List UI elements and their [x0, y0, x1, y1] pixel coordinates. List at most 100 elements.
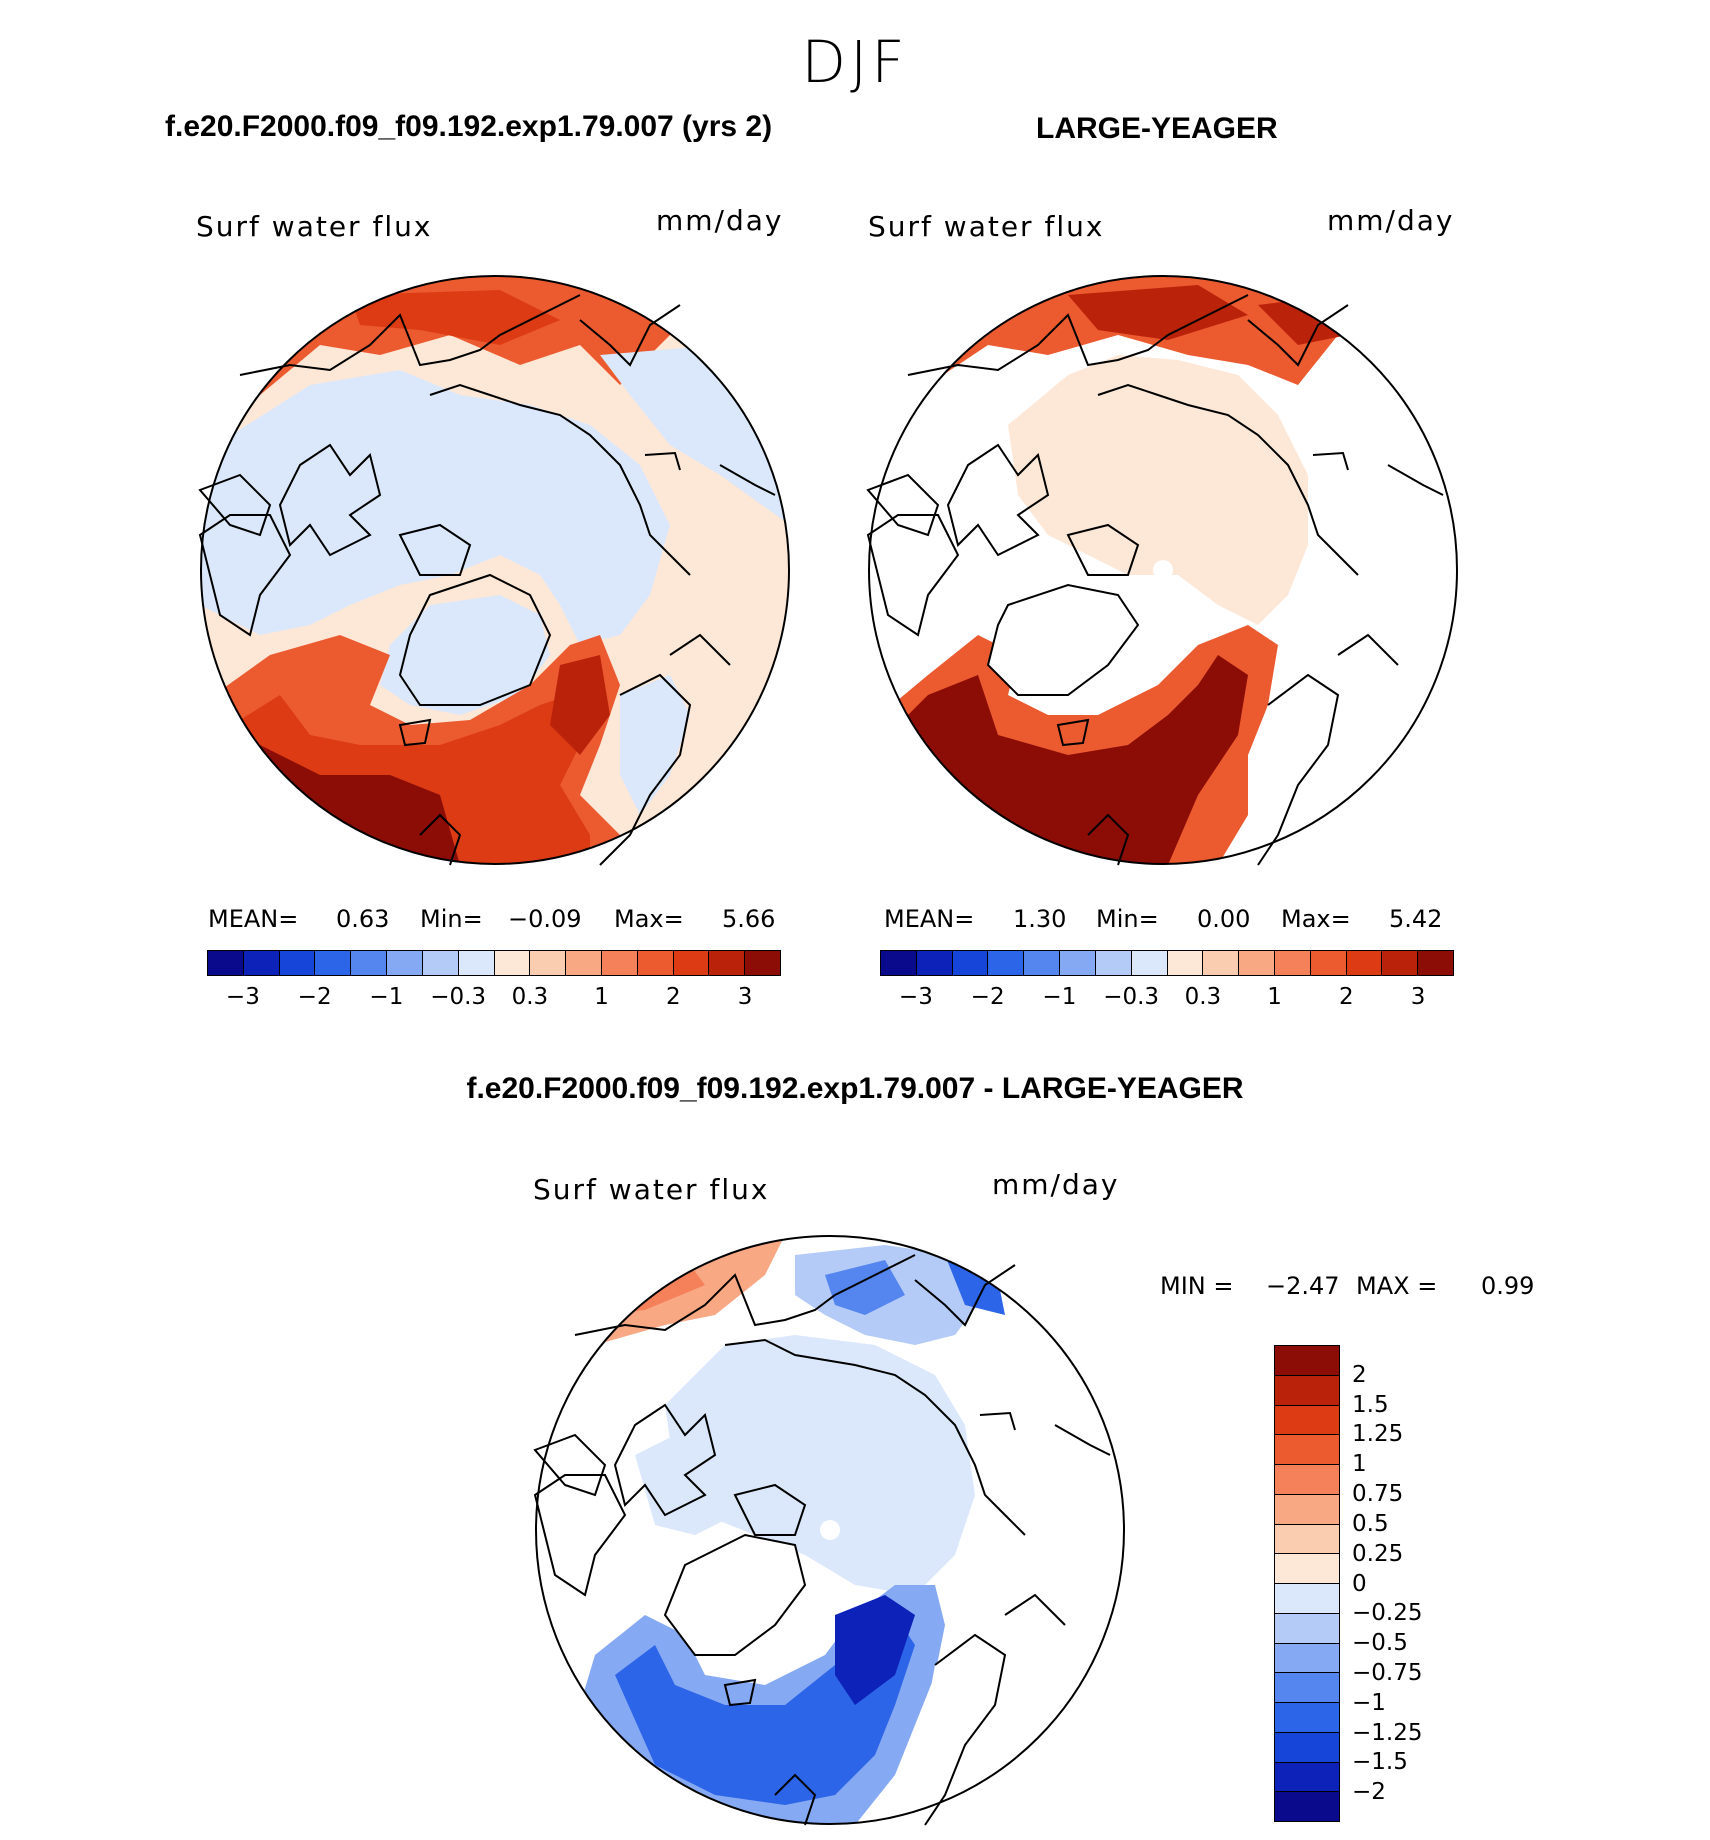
colorbar-swatch [1275, 1732, 1339, 1763]
colorbar-swatch [1024, 951, 1061, 975]
colorbar-swatch [1275, 1673, 1339, 1703]
max-label-left: Max= [614, 905, 684, 933]
colorbar-swatch [709, 951, 746, 975]
min-label-diff: MIN = [1160, 1272, 1234, 1300]
variable-label-left: Surf water flux [196, 210, 433, 243]
colorbar-tick-label: −2 [297, 984, 332, 1010]
min-value-diff: −2.47 [1266, 1272, 1340, 1300]
colorbar-swatch [458, 951, 495, 975]
colorbar-right [880, 950, 1454, 976]
colorbar-swatch [1274, 951, 1311, 975]
colorbar-tick-label: 1 [1267, 984, 1282, 1010]
colorbar-tick-label: −3 [898, 984, 933, 1010]
min-label-left: Min= [420, 905, 483, 933]
colorbar-swatch [1275, 1703, 1339, 1733]
colorbar-swatch [1346, 951, 1383, 975]
units-label-left: mm/day [656, 204, 784, 237]
max-label-diff: MAX = [1356, 1272, 1438, 1300]
colorbar-swatch [1275, 1554, 1339, 1584]
colorbar-tick-label: −1 [1042, 984, 1077, 1010]
colorbar-tick-label: 2 [1352, 1361, 1367, 1388]
colorbar-tick-label: 1 [594, 984, 609, 1010]
colorbar-tick-label: −1 [369, 984, 404, 1010]
colorbar-swatch [1131, 951, 1168, 975]
colorbar-swatch [637, 951, 674, 975]
colorbar-swatch [530, 951, 567, 975]
colorbar-tick-label: 2 [1339, 984, 1354, 1010]
colorbar-tick-label: 0 [1352, 1570, 1367, 1597]
case-title-right: LARGE-YEAGER [1036, 112, 1278, 145]
colorbar-tick-label: 1.5 [1352, 1391, 1389, 1418]
colorbar-swatch [673, 951, 710, 975]
colorbar-tick-label: −1.5 [1352, 1749, 1408, 1776]
colorbar-swatch [601, 951, 638, 975]
mean-label-left: MEAN= [208, 905, 299, 933]
polar-map-right [866, 275, 1458, 866]
colorbar-tick-label: 2 [666, 984, 681, 1010]
colorbar-tick-label: 0.3 [1184, 984, 1222, 1010]
colorbar-swatch [988, 951, 1025, 975]
colorbar-swatch [1275, 1494, 1339, 1525]
variable-label-right: Surf water flux [868, 210, 1105, 243]
colorbar-difference [1274, 1345, 1340, 1822]
min-value-left: −0.09 [508, 905, 582, 933]
colorbar-swatch [916, 951, 953, 975]
colorbar-swatch [315, 951, 352, 975]
colorbar-swatch [952, 951, 989, 975]
colorbar-swatch [1275, 1375, 1339, 1406]
colorbar-swatch [1060, 951, 1096, 975]
colorbar-tick-label: −0.3 [430, 984, 487, 1010]
colorbar-tick-label: −2 [1352, 1779, 1386, 1806]
colorbar-swatch [1167, 951, 1204, 975]
mean-value-right: 1.30 [1013, 905, 1067, 933]
colorbar-tick-label: 3 [1410, 984, 1426, 1010]
colorbar-tick-label: 3 [737, 984, 753, 1010]
colorbar-swatch [1275, 1792, 1339, 1821]
colorbar-swatch [881, 951, 917, 975]
colorbar-swatch [1418, 951, 1453, 975]
colorbar-swatch [422, 951, 459, 975]
colorbar-swatch [1275, 1346, 1339, 1376]
polar-map-difference [533, 1235, 1125, 1826]
colorbar-tick-label: 0.25 [1352, 1540, 1404, 1567]
colorbar-tick-label: −0.3 [1103, 984, 1160, 1010]
colorbar-swatch [387, 951, 423, 975]
colorbar-swatch [1203, 951, 1240, 975]
max-label-right: Max= [1281, 905, 1351, 933]
colorbar-swatch [1275, 1524, 1339, 1555]
colorbar-tick-label: 1 [1352, 1451, 1367, 1478]
colorbar-swatch [279, 951, 316, 975]
colorbar-swatch [566, 951, 602, 975]
colorbar-tick-label: −0.5 [1352, 1630, 1408, 1657]
min-value-right: 0.00 [1197, 905, 1251, 933]
units-label-right: mm/day [1327, 204, 1455, 237]
colorbar-swatch [1275, 1435, 1339, 1465]
colorbar-swatch [1095, 951, 1132, 975]
colorbar-tick-label: −1 [1352, 1689, 1386, 1716]
colorbar-swatch [494, 951, 531, 975]
colorbar-left [207, 950, 781, 976]
colorbar-tick-label: 0.5 [1352, 1510, 1389, 1537]
colorbar-swatch [1275, 1613, 1339, 1644]
max-value-left: 5.66 [722, 905, 776, 933]
colorbar-tick-label: 1.25 [1352, 1421, 1404, 1448]
colorbar-tick-label: 0.3 [511, 984, 549, 1010]
colorbar-tick-label: −3 [225, 984, 260, 1010]
colorbar-swatch [1239, 951, 1275, 975]
colorbar-swatch [1275, 1405, 1339, 1436]
colorbar-swatch [208, 951, 244, 975]
units-label-diff: mm/day [992, 1168, 1120, 1201]
mean-value-left: 0.63 [336, 905, 390, 933]
colorbar-swatch [351, 951, 388, 975]
colorbar-swatch [745, 951, 780, 975]
max-value-right: 5.42 [1389, 905, 1443, 933]
colorbar-tick-label: −0.25 [1352, 1600, 1423, 1627]
colorbar-tick-label: 0.75 [1352, 1481, 1404, 1508]
difference-title: f.e20.F2000.f09_f09.192.exp1.79.007 - LA… [466, 1072, 1244, 1105]
max-value-diff: 0.99 [1481, 1272, 1535, 1300]
colorbar-swatch [1382, 951, 1419, 975]
case-title-left: f.e20.F2000.f09_f09.192.exp1.79.007 (yrs… [165, 110, 773, 143]
polar-map-left [198, 275, 790, 866]
colorbar-tick-label: −2 [970, 984, 1005, 1010]
colorbar-swatch [243, 951, 280, 975]
